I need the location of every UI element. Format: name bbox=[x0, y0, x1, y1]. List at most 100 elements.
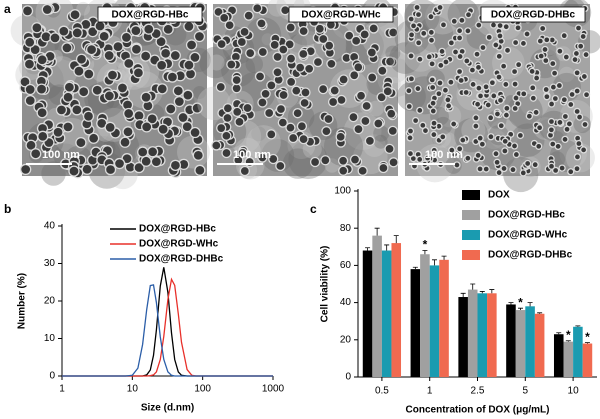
particle bbox=[476, 92, 485, 100]
particle bbox=[562, 53, 570, 61]
bar bbox=[410, 269, 421, 377]
particle bbox=[512, 150, 521, 159]
particle bbox=[106, 69, 119, 81]
particle bbox=[453, 161, 461, 169]
particle bbox=[577, 42, 585, 50]
particle bbox=[535, 142, 543, 150]
particle bbox=[387, 125, 398, 137]
particle bbox=[85, 43, 98, 56]
particle bbox=[563, 125, 571, 133]
particle bbox=[278, 44, 289, 55]
particle bbox=[463, 57, 471, 65]
particle bbox=[488, 79, 497, 87]
particle bbox=[547, 117, 556, 126]
particle bbox=[63, 81, 76, 93]
stain bbox=[282, 148, 314, 179]
particle bbox=[458, 16, 466, 24]
particle bbox=[216, 122, 227, 134]
particle bbox=[367, 72, 378, 83]
legend-swatch bbox=[462, 230, 480, 240]
error-bar bbox=[393, 235, 399, 244]
significance-marker: * bbox=[518, 295, 523, 309]
y-tick-label: 0 bbox=[49, 371, 55, 382]
particle bbox=[314, 23, 325, 34]
particle bbox=[312, 56, 324, 68]
particle bbox=[288, 132, 299, 144]
particle bbox=[75, 53, 88, 65]
particle bbox=[359, 29, 370, 40]
particle bbox=[502, 80, 510, 89]
particle bbox=[455, 34, 464, 42]
particle bbox=[222, 103, 234, 114]
error-bar bbox=[441, 255, 447, 260]
particle bbox=[298, 25, 309, 37]
particle bbox=[558, 164, 566, 172]
error-bar bbox=[565, 340, 571, 342]
particle bbox=[556, 47, 564, 55]
particle bbox=[150, 156, 162, 168]
particle bbox=[257, 97, 268, 108]
y-tick-label: 60 bbox=[340, 260, 352, 271]
particle bbox=[502, 111, 511, 119]
particle bbox=[275, 160, 286, 172]
particle bbox=[156, 59, 168, 71]
particle bbox=[52, 126, 64, 138]
particle bbox=[78, 86, 90, 98]
x-tick-label: 10 bbox=[127, 384, 139, 395]
particle bbox=[487, 133, 495, 141]
legend-label: DOX@RGD-DHBc bbox=[488, 250, 573, 261]
particle bbox=[573, 87, 581, 95]
particle bbox=[112, 40, 124, 53]
stain bbox=[288, 140, 328, 180]
particle bbox=[351, 35, 362, 46]
particle bbox=[71, 104, 83, 116]
particle bbox=[173, 95, 186, 108]
particle bbox=[231, 74, 242, 86]
particle bbox=[567, 168, 575, 176]
particle bbox=[133, 161, 145, 174]
particle bbox=[525, 112, 533, 120]
particle bbox=[272, 51, 283, 63]
particle bbox=[423, 154, 432, 162]
particle bbox=[226, 59, 237, 70]
particle bbox=[489, 21, 498, 29]
particle bbox=[299, 97, 310, 109]
label-box bbox=[288, 6, 394, 23]
particle bbox=[456, 145, 464, 153]
particle bbox=[119, 136, 131, 148]
particle bbox=[462, 88, 470, 97]
particle bbox=[416, 55, 424, 63]
particle bbox=[353, 62, 364, 73]
particle bbox=[490, 92, 498, 100]
error-bar bbox=[489, 289, 495, 294]
particle bbox=[29, 43, 41, 56]
particle bbox=[524, 159, 532, 168]
particle bbox=[384, 56, 396, 67]
particle bbox=[556, 118, 564, 127]
bar bbox=[458, 297, 468, 377]
particle bbox=[116, 82, 129, 94]
bar bbox=[487, 293, 497, 377]
particle bbox=[120, 31, 133, 44]
particle bbox=[234, 116, 245, 127]
particle bbox=[41, 3, 53, 16]
particle bbox=[567, 100, 575, 109]
particle bbox=[165, 103, 177, 115]
error-bar bbox=[365, 247, 371, 251]
particle bbox=[156, 83, 168, 95]
particle bbox=[309, 156, 321, 168]
particle bbox=[75, 136, 87, 149]
particle bbox=[189, 126, 201, 139]
particle bbox=[338, 165, 349, 176]
particle bbox=[436, 3, 444, 12]
particle bbox=[257, 46, 268, 58]
particle bbox=[285, 22, 296, 33]
y-tick-label: 10 bbox=[44, 333, 56, 344]
particle bbox=[429, 107, 437, 115]
particle bbox=[260, 88, 271, 99]
particle bbox=[571, 55, 579, 64]
particle bbox=[239, 26, 250, 38]
legend-swatch bbox=[462, 190, 480, 200]
legend-label: DOX@RGD-DHBc bbox=[139, 254, 224, 265]
